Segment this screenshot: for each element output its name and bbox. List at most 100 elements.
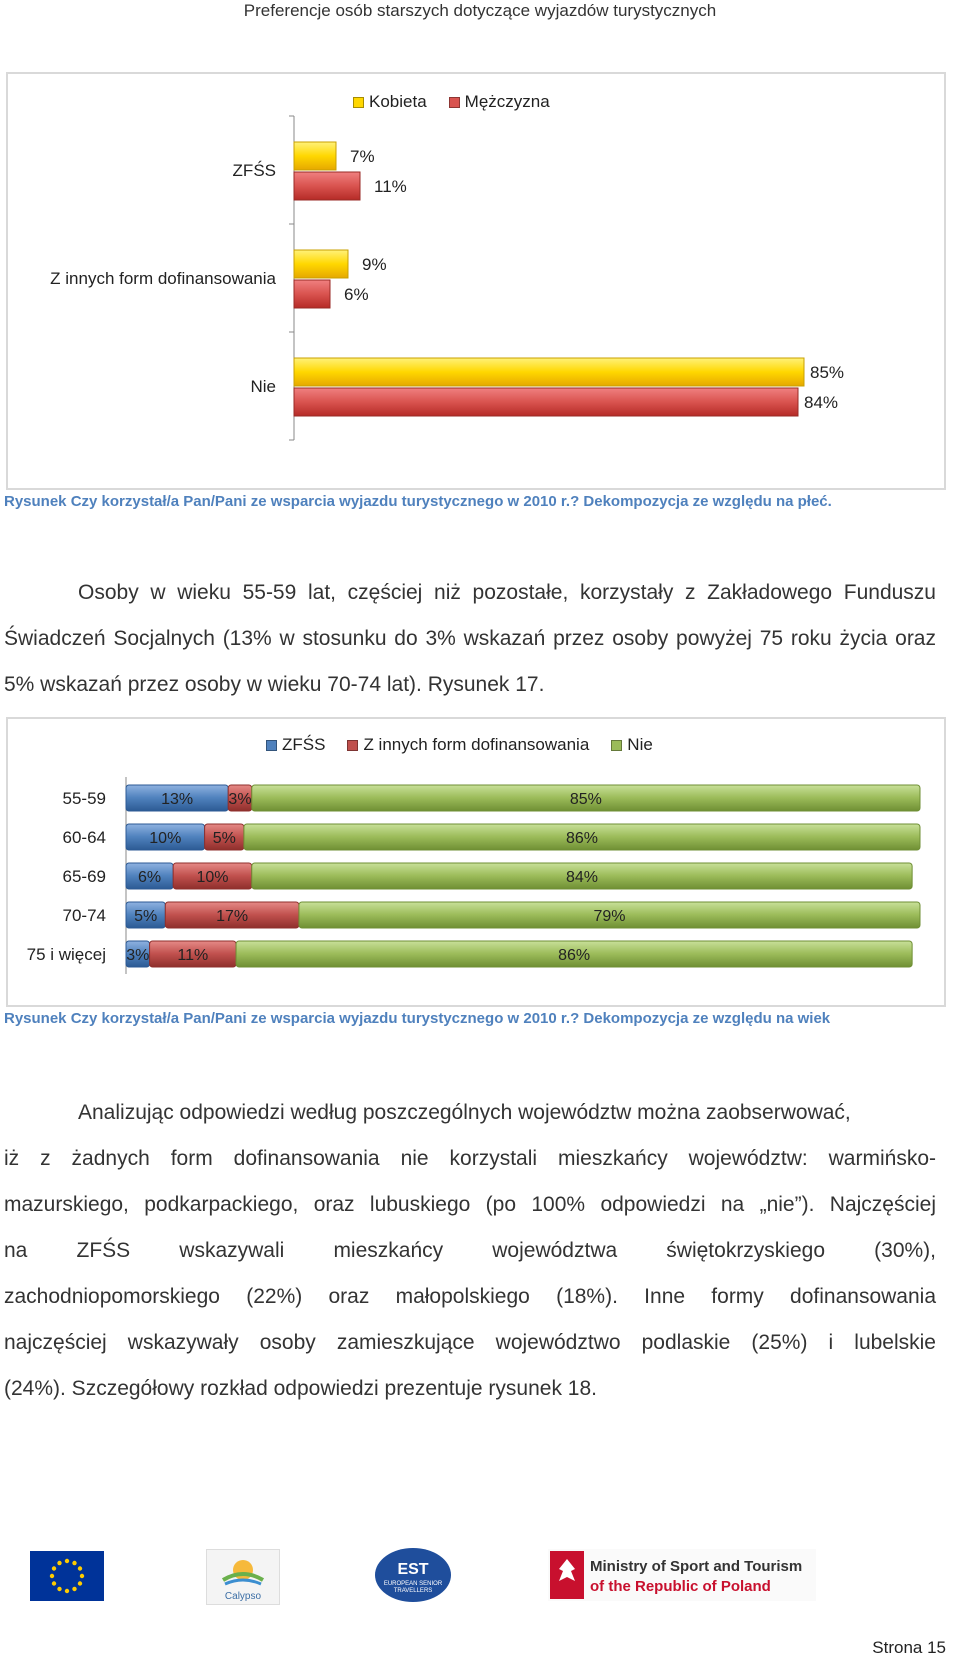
data-label-nie-60-64: 86% [566,830,598,847]
eu-star-icon [57,1560,62,1566]
paragraph-1: Osoby w wieku 55-59 lat, częściej niż po… [4,570,936,708]
data-label-mezczyzna-nie: 84% [804,393,838,412]
bar-mezczyzna-nie [293,387,799,417]
gender-bar-plot: ZFŚS 7% 11% Z innych form dofinansowania 9% 6… [50,115,844,441]
data-label-nie-70-74: 79% [593,908,625,925]
age-chart: ZFŚS Z innych form dofinansowania Nie 55… [6,717,946,1007]
data-label-mezczyzna-zfss: 11% [374,177,407,196]
legend-item-kobieta: Kobieta [353,92,427,112]
ministry-text-1: Ministry of Sport and Tourism [590,1558,802,1575]
data-label-kobieta-zfss: 7% [350,147,375,166]
legend-label-inne: Z innych form dofinansowania [363,735,590,754]
eagle-icon [559,1559,575,1581]
legend-swatch-mezczyzna [448,96,460,108]
bar-mezczyzna-z-innych-form-dofinansowania [293,279,331,309]
figure2-caption: Rysunek Czy korzystał/a Pan/Pani ze wspa… [4,1010,831,1027]
legend-item-mezczyzna: Mężczyzna [448,92,550,112]
data-label-zfss-70-74: 5% [134,908,157,925]
ministry-icon: Ministry of Sport and Tourism of the Rep… [550,1551,802,1599]
data-label-z-innych-form-dofinansowania-65-69: 10% [196,869,228,886]
data-label-nie-75-i-wiecej: 86% [558,947,590,964]
paragraph-2: Analizując odpowiedzi według poszczególn… [4,1090,936,1412]
paragraph-2-line-7: (24%). Szczegółowy rozkład odpowiedzi pr… [4,1377,597,1400]
calypso-text: Calypso [225,1591,262,1602]
eu-star-icon [57,1586,62,1592]
age-chart-legend: ZFŚS Z innych form dofinansowania Nie [266,735,675,755]
footer-logos: Calypso EST EUROPEAN SENIOR TRAVELLERS M… [0,1545,960,1625]
legend-swatch-nie [611,739,623,751]
data-label-z-innych-form-dofinansowania-75-i-wiecej: 11% [177,947,208,964]
data-label-zfss-55-59: 13% [161,791,193,808]
legend-item-inne: Z innych form dofinansowania [347,735,589,755]
legend-swatch-kobieta [353,96,364,108]
est-subtext-2: TRAVELLERS [394,1588,433,1594]
figure1-caption: Rysunek Czy korzystał/a Pan/Pani ze wspa… [4,493,832,510]
ministry-text-2: of the Republic of Poland [590,1578,771,1595]
bar-kobieta-nie [293,357,805,387]
eu-star-icon [51,1566,57,1571]
data-label-nie-55-59: 85% [570,791,602,808]
category-label-z-innych-form-dofinansowania: Z innych form dofinansowania [50,269,276,288]
data-label-z-innych-form-dofinansowania-60-64: 5% [213,830,236,847]
data-label-zfss-60-64: 10% [149,830,181,847]
est-logo: EST EUROPEAN SENIOR TRAVELLERS [372,1545,454,1610]
data-label-z-innych-form-dofinansowania-70-74: 17% [216,908,248,925]
eu-star-icon [51,1581,57,1586]
page-number: Strona 15 [872,1638,946,1657]
legend-swatch-inne [347,739,359,751]
legend-label-kobieta: Kobieta [369,92,427,111]
page-header: Preferencje osób starszych dotyczące wyj… [243,1,717,20]
paragraph-2-line-6: najczęściej wskazywały osoby zamieszkują… [4,1331,936,1354]
est-text: EST [397,1561,428,1578]
category-label-55-59: 55-59 [63,789,106,808]
data-label-nie-65-69: 84% [566,869,598,886]
bar-nie-75-i-wiecej [235,940,913,968]
eu-flag-logo [30,1551,104,1606]
category-label-75-i-wiecej: 75 i więcej [27,945,106,964]
paragraph-2-line-4: na ZFŚS wskazywali mieszkańcy województw… [4,1239,936,1262]
data-label-kobieta-nie: 85% [810,363,844,382]
legend-swatch-zfss [266,739,277,751]
age-bar-plot: 55-59 13% 3% 85% 60-64 10% 5% 86% 65-69 6% 10% 84% 7… [27,777,921,974]
calypso-logo: Calypso [206,1549,280,1605]
legend-label-zfss: ZFŚS [282,735,326,754]
est-subtext-1: EUROPEAN SENIOR [384,1581,443,1587]
calypso-icon: Calypso [221,1560,265,1602]
gender-chart: Kobieta Mężczyzna ZFŚS 7% 11% Z innych form… [6,72,946,490]
eu-star-icon [72,1586,77,1592]
eu-star-icon [64,1558,70,1564]
bar-nie-60-64 [243,823,921,851]
eu-flag-icon [30,1551,104,1601]
category-label-nie: Nie [250,377,276,396]
eu-star-icon [77,1566,83,1571]
data-label-kobieta-z-innych-form-dofinansowania: 9% [362,255,387,274]
eu-star-icon [79,1573,85,1579]
bar-kobieta-zfss [293,141,337,171]
bar-mezczyzna-zfss [293,171,361,201]
eu-star-icon [64,1588,70,1594]
paragraph-2-line-3: mazurskiego, podkarpackiego, oraz lubusk… [4,1193,936,1216]
gender-chart-legend: Kobieta Mężczyzna [353,92,572,112]
eu-star-icon [49,1573,55,1579]
bar-nie-65-69 [251,862,913,890]
est-icon: EST EUROPEAN SENIOR TRAVELLERS [375,1548,451,1602]
eu-star-icon [77,1581,83,1586]
legend-item-zfss: ZFŚS [266,735,325,755]
category-label-70-74: 70-74 [63,906,106,925]
legend-label-mezczyzna: Mężczyzna [464,92,550,111]
data-label-zfss-75-i-wiecej: 3% [126,947,149,964]
paragraph-2-line-5: zachodniopomorskiego (22%) oraz małopols… [4,1285,936,1308]
bar-nie-70-74 [298,901,921,929]
paragraph-2-line-1-text: Analizując odpowiedzi według poszczególn… [78,1101,851,1124]
data-label-mezczyzna-z-innych-form-dofinansowania: 6% [344,285,369,304]
legend-label-nie: Nie [627,735,653,754]
bar-kobieta-z-innych-form-dofinansowania [293,249,349,279]
category-label-65-69: 65-69 [63,867,106,886]
ministry-logo: Ministry of Sport and Tourism of the Rep… [548,1549,816,1601]
legend-item-nie: Nie [611,735,653,755]
paragraph-1-text: Osoby w wieku 55-59 lat, częściej niż po… [4,581,936,696]
paragraph-2-line-1: Analizując odpowiedzi według poszczególn… [4,1090,936,1136]
data-label-zfss-65-69: 6% [138,869,161,886]
category-label-60-64: 60-64 [63,828,106,847]
paragraph-2-line-2: iż z żadnych form dofinansowania nie kor… [4,1147,936,1170]
